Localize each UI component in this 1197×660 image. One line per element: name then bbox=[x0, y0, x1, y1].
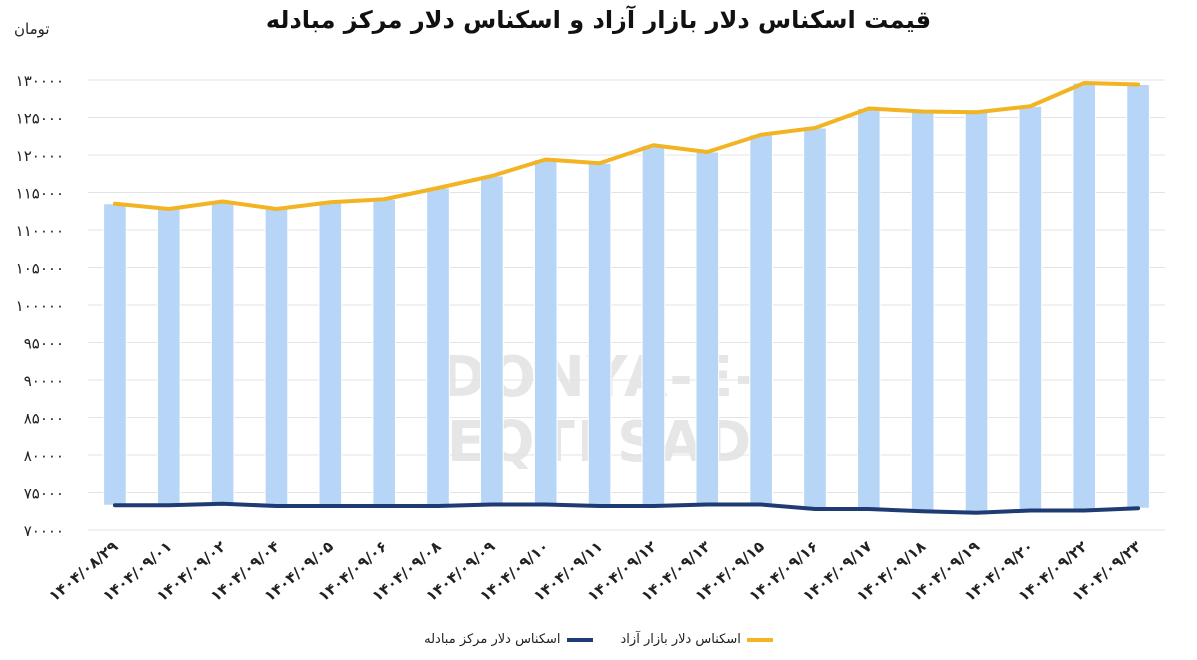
bars bbox=[103, 82, 1150, 514]
bar bbox=[803, 127, 827, 510]
legend-item-exchange-center: اسکناس دلار مرکز مبادله bbox=[424, 632, 593, 647]
bar bbox=[426, 187, 450, 507]
y-tick-label: ۱۳۰۰۰۰ bbox=[16, 72, 64, 90]
legend-swatch-free-market bbox=[746, 637, 773, 642]
y-tick-label: ۷۰۰۰۰ bbox=[24, 522, 64, 540]
bar bbox=[1072, 82, 1097, 511]
bar bbox=[318, 201, 343, 507]
y-tick-label: ۸۰۰۰۰ bbox=[24, 447, 64, 465]
y-axis-unit: تومان bbox=[14, 20, 50, 38]
y-tick-label: ۱۱۰۰۰۰ bbox=[16, 222, 64, 240]
y-tick-label: ۷۵۰۰۰ bbox=[24, 485, 64, 503]
y-tick-label: ۹۰۰۰۰ bbox=[24, 372, 64, 390]
legend-label-exchange-center: اسکناس دلار مرکز مبادله bbox=[424, 632, 561, 647]
bar bbox=[749, 134, 773, 505]
bar bbox=[210, 201, 235, 505]
series-lines bbox=[112, 81, 1141, 515]
series-line-exchange-center bbox=[112, 501, 1141, 515]
y-tick-label: ۱۲۵۰۰۰ bbox=[16, 110, 64, 128]
bar bbox=[587, 162, 612, 507]
grid-lines bbox=[88, 79, 1165, 531]
bar bbox=[695, 151, 720, 505]
y-tick-label: ۱۰۰۰۰۰ bbox=[16, 297, 64, 315]
legend-item-free-market: اسکناس دلار بازار آزاد bbox=[621, 632, 773, 647]
legend: اسکناس دلار بازار آزاد اسکناس دلار مرکز … bbox=[0, 632, 1197, 647]
bar bbox=[641, 144, 666, 507]
bar bbox=[1018, 105, 1043, 511]
y-tick-label: ۱۰۵۰۰۰ bbox=[16, 260, 64, 278]
legend-label-free-market: اسکناس دلار بازار آزاد bbox=[620, 632, 741, 647]
bar bbox=[156, 208, 181, 506]
bar bbox=[264, 208, 289, 507]
y-tick-label: ۹۵۰۰۰ bbox=[24, 335, 64, 353]
chart-title: قیمت اسکناس دلار بازار آزاد و اسکناس دلا… bbox=[265, 6, 932, 34]
y-tick-label: ۱۱۵۰۰۰ bbox=[16, 185, 64, 203]
bar bbox=[480, 175, 504, 505]
y-axis-ticks: ۷۰۰۰۰ ۷۵۰۰۰ ۸۰۰۰۰ ۸۵۰۰۰ ۹۰۰۰۰ ۹۵۰۰۰ ۱۰۰۰۰۰ ۱۰۵۰… bbox=[16, 72, 64, 540]
bar bbox=[857, 108, 881, 510]
bar bbox=[372, 198, 396, 507]
bar bbox=[964, 111, 989, 514]
bar bbox=[103, 203, 127, 506]
x-axis-ticks: ۱۴۰۴/۰۸/۲۹۱۴۰۴/۰۹/۰۱۱۴۰۴/۰۹/۰۲۱۴۰۴/۰۹/۰۴… bbox=[45, 537, 1144, 605]
y-tick-label: ۸۵۰۰۰ bbox=[24, 410, 64, 428]
bar bbox=[1126, 84, 1150, 509]
series-line-free-market bbox=[112, 81, 1141, 211]
bar bbox=[533, 159, 558, 505]
legend-swatch-exchange-center bbox=[566, 637, 593, 642]
y-tick-label: ۱۲۰۰۰۰ bbox=[16, 147, 64, 165]
bar bbox=[910, 111, 935, 512]
